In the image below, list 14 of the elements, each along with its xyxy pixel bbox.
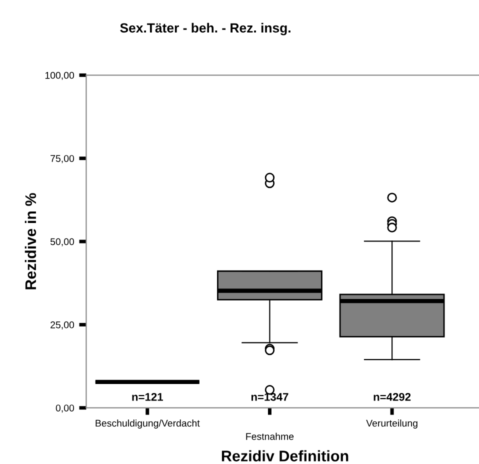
y-axis-title: Rezidive in % [24, 193, 36, 290]
x-tick-label: Festnahme [246, 432, 294, 440]
chart-title: Sex.Täter - beh. - Rez. insg. [120, 22, 290, 36]
annotation: n=4292 [374, 392, 411, 401]
annotation: n=1347 [251, 392, 288, 401]
annotation: n=121 [132, 392, 163, 401]
x-axis-title: Rezidiv Definition [222, 450, 348, 462]
y-tick-label: 25,00 [50, 321, 74, 330]
x-tick-label: Beschuldigung/Verdacht [96, 420, 200, 429]
y-tick-label: 50,00 [50, 238, 74, 246]
x-tick-label: Verurteilung [366, 420, 418, 429]
y-tick-label: 0,00 [56, 404, 74, 413]
y-tick-label: 75,00 [50, 155, 74, 164]
y-tick-label: 100,00 [45, 72, 74, 80]
